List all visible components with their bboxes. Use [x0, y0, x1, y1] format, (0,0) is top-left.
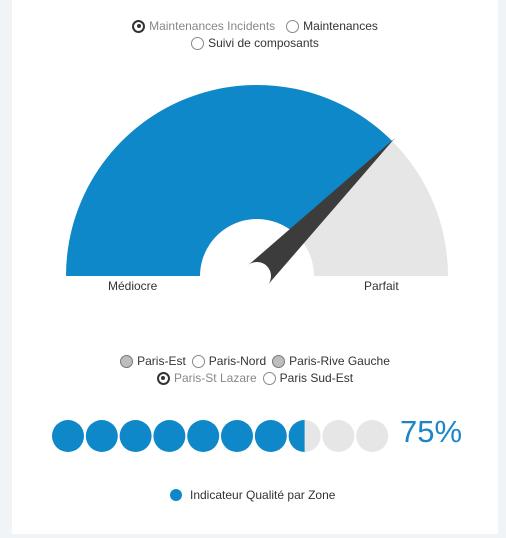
category-radio-row-1: Maintenances Incidents Maintenances: [12, 18, 498, 34]
radio-paris-sud-est[interactable]: Paris Sud-Est: [262, 371, 354, 385]
radio-label: Suivi de composants: [208, 36, 319, 50]
gauge-fill: [66, 84, 393, 276]
radio-paris-rive-gauche[interactable]: Paris-Rive Gauche: [272, 354, 390, 368]
radio-label: Maintenances Incidents: [149, 19, 276, 33]
radio-label: Maintenances: [303, 19, 378, 33]
indicator-dot: [254, 420, 287, 452]
radio-selected-indicator: [132, 19, 146, 33]
radio-indicator: [262, 371, 276, 385]
indicator-dot: [356, 420, 389, 452]
indicator-dot: [52, 420, 84, 452]
right-panel-edge: [498, 0, 506, 538]
radio-label: Paris-St Lazare: [173, 371, 257, 385]
radio-paris-st-lazare[interactable]: Paris-St Lazare: [156, 371, 257, 385]
radio-selected-indicator: [156, 371, 170, 385]
radio-label: Paris-Est: [137, 354, 186, 368]
radio-maintenances-incidents[interactable]: Maintenances Incidents: [132, 19, 275, 33]
radio-indicator: [286, 19, 300, 33]
indicator-dot: [187, 420, 220, 452]
quality-dot-indicator: [52, 420, 389, 452]
indicator-dot: [153, 420, 186, 452]
radio-paris-est[interactable]: Paris-Est: [120, 354, 186, 368]
indicator-dot: [119, 420, 152, 452]
left-panel-edge: [0, 0, 12, 538]
radio-paris-nord[interactable]: Paris-Nord: [191, 354, 267, 368]
radio-indicator: [120, 354, 134, 368]
zone-radio-row-1: Paris-Est Paris-Nord Paris-Rive Gauche: [12, 353, 498, 369]
radio-label: Paris-Nord: [208, 354, 267, 368]
radio-indicator: [191, 354, 205, 368]
radio-indicator: [191, 36, 205, 50]
gauge-max-label: Parfait: [364, 279, 399, 293]
gauge-needle: [247, 138, 395, 286]
indicator-dot-partial: [288, 420, 305, 452]
category-radio-row-2: Suivi de composants: [12, 35, 498, 51]
chart-legend[interactable]: Indicateur Qualité par Zone: [170, 488, 335, 502]
indicator-dot: [85, 420, 118, 452]
bottom-panel-edge: [0, 534, 506, 538]
gauge-min-label: Médiocre: [108, 279, 158, 293]
radio-indicator: [272, 354, 286, 368]
indicator-dot: [221, 420, 253, 452]
indicator-dot: [322, 420, 355, 452]
radio-label: Paris Sud-Est: [279, 371, 354, 385]
radio-maintenances[interactable]: Maintenances: [286, 19, 378, 33]
zone-radio-group: Paris-Est Paris-Nord Paris-Rive Gauche P…: [12, 353, 498, 386]
radio-suivi-de-composants[interactable]: Suivi de composants: [191, 36, 319, 50]
quality-percent: 75%: [400, 414, 463, 449]
zone-radio-row-2: Paris-St Lazare Paris Sud-Est: [12, 370, 498, 386]
legend-label: Indicateur Qualité par Zone: [190, 488, 336, 502]
radio-label: Paris-Rive Gauche: [289, 354, 390, 368]
category-radio-group: Maintenances Incidents Maintenances Suiv…: [12, 18, 498, 51]
legend-swatch: [170, 489, 182, 501]
